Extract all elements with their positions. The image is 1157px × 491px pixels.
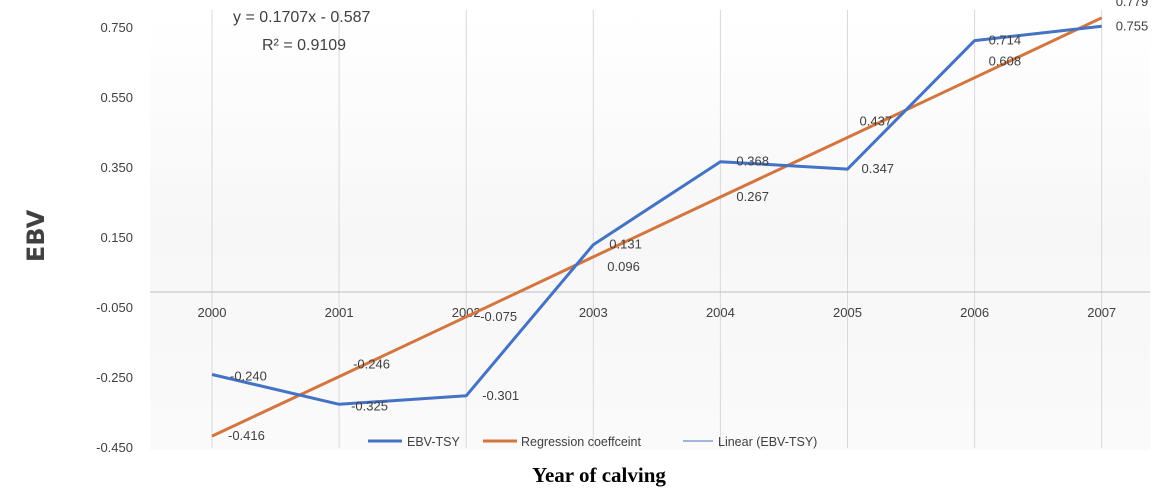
- data-label-ebv-tsy: -0.301: [482, 388, 519, 403]
- data-label-regression: -0.075: [480, 309, 517, 324]
- data-label-regression: 0.437: [860, 114, 893, 129]
- trendline-r2: R² = 0.9109: [262, 37, 346, 54]
- legend-label-linear: Linear (EBV-TSY): [718, 435, 817, 449]
- x-tick-label: 2001: [325, 305, 354, 320]
- x-tick-label: 2005: [833, 305, 862, 320]
- gridlines: [211, 10, 1103, 448]
- data-label-ebv-tsy: 0.368: [736, 154, 769, 169]
- y-tick-label: 0.750: [100, 20, 133, 35]
- x-axis-title: Year of calving: [532, 463, 666, 487]
- x-tick-label: 2002: [452, 305, 481, 320]
- data-label-ebv-tsy: 0.131: [609, 237, 642, 252]
- x-tick-label: 2007: [1087, 305, 1116, 320]
- series-line-regression: [211, 16, 1103, 438]
- y-axis-ticks: 0.750 0.550 0.350 0.150 -0.050 -0.250 -0.450: [96, 20, 133, 455]
- series-line-ebv-tsy: [211, 24, 1102, 406]
- y-tick-label: -0.250: [96, 370, 133, 385]
- x-axis-ticks: 2000 2001 2002 2003 2004 2005 2006 2007: [198, 305, 1117, 320]
- data-label-ebv-tsy: -0.325: [351, 398, 388, 413]
- y-tick-label: -0.450: [96, 440, 133, 455]
- x-tick-label: 2006: [960, 305, 989, 320]
- y-tick-label: 0.150: [100, 230, 133, 245]
- data-label-regression: 0.608: [989, 54, 1022, 69]
- series-layer: [211, 16, 1103, 438]
- data-label-ebv-tsy: -0.240: [230, 369, 267, 384]
- y-axis-title: EBV: [22, 209, 50, 262]
- x-tick-label: 2004: [706, 305, 735, 320]
- data-label-ebv-tsy: 0.714: [989, 33, 1022, 48]
- data-label-regression: 0.096: [607, 259, 640, 274]
- legend-label-regression: Regression coeffceint: [521, 435, 642, 449]
- y-tick-label: -0.050: [96, 300, 133, 315]
- data-label-ebv-tsy: 0.755: [1116, 18, 1149, 33]
- y-tick-label: 0.350: [100, 160, 133, 175]
- data-label-regression: 0.779: [1116, 0, 1149, 9]
- x-tick-label: 2003: [579, 305, 608, 320]
- data-label-regression: 0.267: [736, 189, 769, 204]
- data-labels: -0.240 -0.325 -0.301 0.131 0.368 0.347 0.714 0.…: [228, 0, 1148, 443]
- data-label-regression: -0.246: [353, 357, 390, 372]
- legend-label-ebv-tsy: EBV-TSY: [407, 435, 460, 449]
- data-label-regression: -0.416: [228, 428, 265, 443]
- y-tick-label: 0.550: [100, 90, 133, 105]
- x-tick-label: 2000: [198, 305, 227, 320]
- legend: EBV-TSY Regression coeffceint Linear (EB…: [368, 435, 817, 449]
- data-label-ebv-tsy: 0.347: [862, 161, 895, 176]
- trendline-equation: y = 0.1707x - 0.587: [233, 9, 371, 26]
